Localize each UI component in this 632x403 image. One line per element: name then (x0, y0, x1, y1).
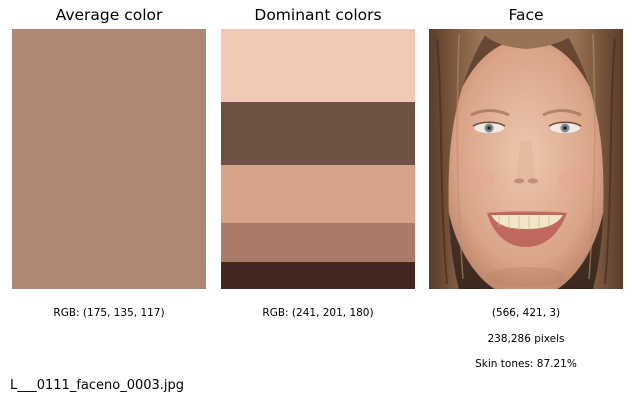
dominant-color-stripe (221, 29, 415, 102)
image-filename: L___0111_faceno_0003.jpg (10, 378, 185, 393)
dominant-color-stripe (221, 101, 415, 166)
average-color-title: Average color (55, 6, 163, 24)
dominant-colors-title: Dominant colors (254, 6, 382, 24)
face-dimensions: (566, 421, 3) (491, 307, 561, 319)
average-color-swatch (12, 29, 206, 289)
dominant-color-stripe (221, 222, 415, 262)
dominant-colors-swatch (221, 29, 415, 289)
face-photo (429, 29, 623, 289)
face-title: Face (508, 6, 544, 24)
dominant-color-stripe (221, 261, 415, 289)
average-color-caption: RGB: (175, 135, 117) (53, 307, 165, 319)
skin-tones-percentage: Skin tones: 87.21% (475, 358, 577, 370)
dominant-color-stripe (221, 165, 415, 223)
face-image (429, 29, 623, 289)
face-pixel-count: 238,286 pixels (487, 333, 565, 345)
dominant-color-caption: RGB: (241, 201, 180) (262, 307, 374, 319)
